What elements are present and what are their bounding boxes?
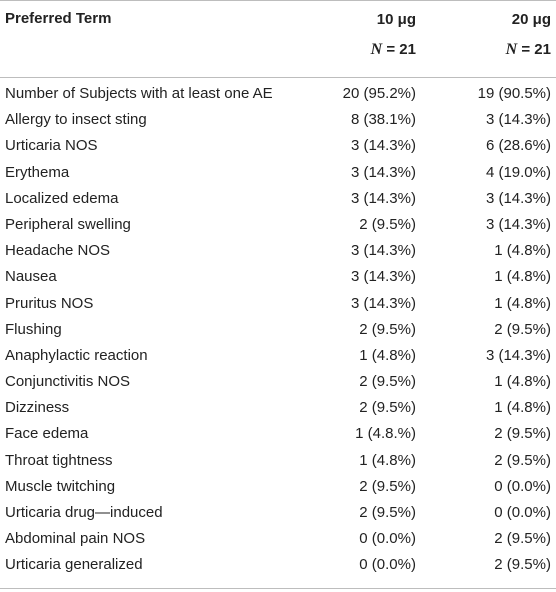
row-value-10ug: 3 (14.3%) (350, 242, 416, 260)
row-preferred-term: Allergy to insect sting (5, 111, 147, 129)
row-value-20ug: 3 (14.3%) (485, 189, 551, 207)
row-preferred-term: Erythema (5, 163, 70, 181)
row-value-10ug: 1 (4.8%) (359, 451, 416, 469)
table-header-row: Preferred Term 10 μg N = 21 20 μg N = 21 (0, 6, 556, 72)
row-value-20ug: 2 (9.5%) (494, 530, 551, 548)
table-row: Erythema 3 (14.3%) 4 (19.0%) (0, 160, 556, 186)
row-value-20ug: 1 (4.8%) (494, 294, 551, 312)
header-col-10ug-dose: 10 μg (376, 11, 416, 28)
table-body: Number of Subjects with at least one AE 2… (0, 81, 556, 579)
table-row: Face edema 1 (4.8.%) 2 (9.5%) (0, 421, 556, 447)
row-preferred-term: Urticaria generalized (5, 556, 143, 574)
table-top-rule (0, 0, 556, 1)
table-row: Allergy to insect sting 8 (38.1%) 3 (14.3%… (0, 107, 556, 133)
table-row: Peripheral swelling 2 (9.5%) 3 (14.3%) (0, 212, 556, 238)
table-row: Dizziness 2 (9.5%) 1 (4.8%) (0, 395, 556, 421)
row-value-10ug: 3 (14.3%) (350, 163, 416, 181)
table-header-rule (0, 77, 556, 78)
table-row: Number of Subjects with at least one AE 2… (0, 81, 556, 107)
header-preferred-term: Preferred Term (5, 10, 112, 27)
table-row: Conjunctivitis NOS 2 (9.5%) 1 (4.8%) (0, 369, 556, 395)
row-value-10ug: 8 (38.1%) (350, 111, 416, 129)
row-value-10ug: 2 (9.5%) (359, 215, 416, 233)
header-col-20ug-n-label: N (505, 41, 518, 58)
row-preferred-term: Dizziness (5, 399, 70, 417)
row-value-20ug: 1 (4.8%) (494, 268, 551, 286)
row-value-20ug: 19 (90.5%) (477, 85, 551, 102)
row-value-10ug: 1 (4.8.%) (355, 425, 416, 443)
row-preferred-term: Flushing (5, 320, 62, 338)
row-value-20ug: 1 (4.8%) (494, 373, 551, 391)
row-preferred-term: Urticaria drug—induced (5, 504, 163, 521)
row-preferred-term: Face edema (5, 425, 89, 443)
row-value-10ug: 2 (9.5%) (359, 504, 416, 521)
table-row: Flushing 2 (9.5%) 2 (9.5%) (0, 317, 556, 343)
row-preferred-term: Urticaria NOS (5, 137, 98, 155)
row-value-10ug: 3 (14.3%) (350, 189, 416, 207)
row-value-10ug: 2 (9.5%) (359, 320, 416, 338)
table-row: Abdominal pain NOS 0 (0.0%) 2 (9.5%) (0, 526, 556, 552)
table-row: Pruritus NOS 3 (14.3%) 1 (4.8%) (0, 291, 556, 317)
row-preferred-term: Muscle twitching (5, 477, 116, 495)
row-value-10ug: 1 (4.8%) (359, 346, 416, 364)
row-preferred-term: Nausea (5, 268, 57, 286)
row-preferred-term: Peripheral swelling (5, 215, 131, 233)
header-col-20ug-n: N = 21 (431, 40, 551, 60)
header-col-20ug-dose: 20 μg (511, 11, 551, 28)
row-value-20ug: 2 (9.5%) (494, 556, 551, 574)
row-preferred-term: Pruritus NOS (5, 294, 94, 312)
row-value-20ug: 3 (14.3%) (485, 346, 551, 364)
row-value-10ug: 2 (9.5%) (359, 399, 416, 417)
table-row: Muscle twitching 2 (9.5%) 0 (0.0%) (0, 474, 556, 500)
row-preferred-term: Headache NOS (5, 242, 111, 260)
row-preferred-term: Localized edema (5, 189, 119, 207)
header-col-20ug: 20 μg N = 21 (431, 6, 551, 60)
row-value-20ug: 3 (14.3%) (485, 111, 551, 129)
row-value-20ug: 2 (9.5%) (494, 451, 551, 469)
row-preferred-term: Number of Subjects with at least one AE (5, 85, 273, 102)
row-value-20ug: 6 (28.6%) (485, 137, 551, 155)
table-row: Urticaria generalized 0 (0.0%) 2 (9.5%) (0, 552, 556, 578)
row-value-20ug: 0 (0.0%) (494, 504, 551, 521)
row-value-10ug: 0 (0.0%) (359, 530, 416, 548)
row-value-10ug: 2 (9.5%) (359, 373, 416, 391)
row-value-20ug: 1 (4.8%) (494, 242, 551, 260)
header-col-10ug-n-value: = 21 (386, 41, 416, 58)
row-value-10ug: 2 (9.5%) (359, 477, 416, 495)
row-value-10ug: 3 (14.3%) (350, 137, 416, 155)
row-value-20ug: 2 (9.5%) (494, 320, 551, 338)
table-row: Anaphylactic reaction 1 (4.8%) 3 (14.3%) (0, 343, 556, 369)
row-value-10ug: 3 (14.3%) (350, 294, 416, 312)
table-row: Nausea 3 (14.3%) 1 (4.8%) (0, 264, 556, 290)
row-value-20ug: 2 (9.5%) (494, 425, 551, 443)
row-value-20ug: 3 (14.3%) (485, 215, 551, 233)
row-preferred-term: Abdominal pain NOS (5, 530, 146, 548)
header-col-10ug-n-label: N (370, 41, 383, 58)
header-col-10ug: 10 μg N = 21 (296, 6, 416, 60)
table-row: Localized edema 3 (14.3%) 3 (14.3%) (0, 186, 556, 212)
row-value-20ug: 4 (19.0%) (485, 163, 551, 181)
table-row: Urticaria drug—induced 2 (9.5%) 0 (0.0%) (0, 500, 556, 526)
table-row: Headache NOS 3 (14.3%) 1 (4.8%) (0, 238, 556, 264)
row-value-10ug: 20 (95.2%) (342, 85, 416, 102)
header-col-20ug-n-value: = 21 (521, 41, 551, 58)
row-value-20ug: 1 (4.8%) (494, 399, 551, 417)
row-value-20ug: 0 (0.0%) (494, 477, 551, 495)
row-value-10ug: 0 (0.0%) (359, 556, 416, 574)
row-value-10ug: 3 (14.3%) (350, 268, 416, 286)
table-bottom-rule (0, 588, 556, 589)
row-preferred-term: Throat tightness (5, 451, 113, 469)
table-row: Throat tightness 1 (4.8%) 2 (9.5%) (0, 448, 556, 474)
row-preferred-term: Conjunctivitis NOS (5, 373, 131, 391)
row-preferred-term: Anaphylactic reaction (5, 346, 148, 364)
header-col-10ug-n: N = 21 (296, 40, 416, 60)
table-row: Urticaria NOS 3 (14.3%) 6 (28.6%) (0, 133, 556, 159)
